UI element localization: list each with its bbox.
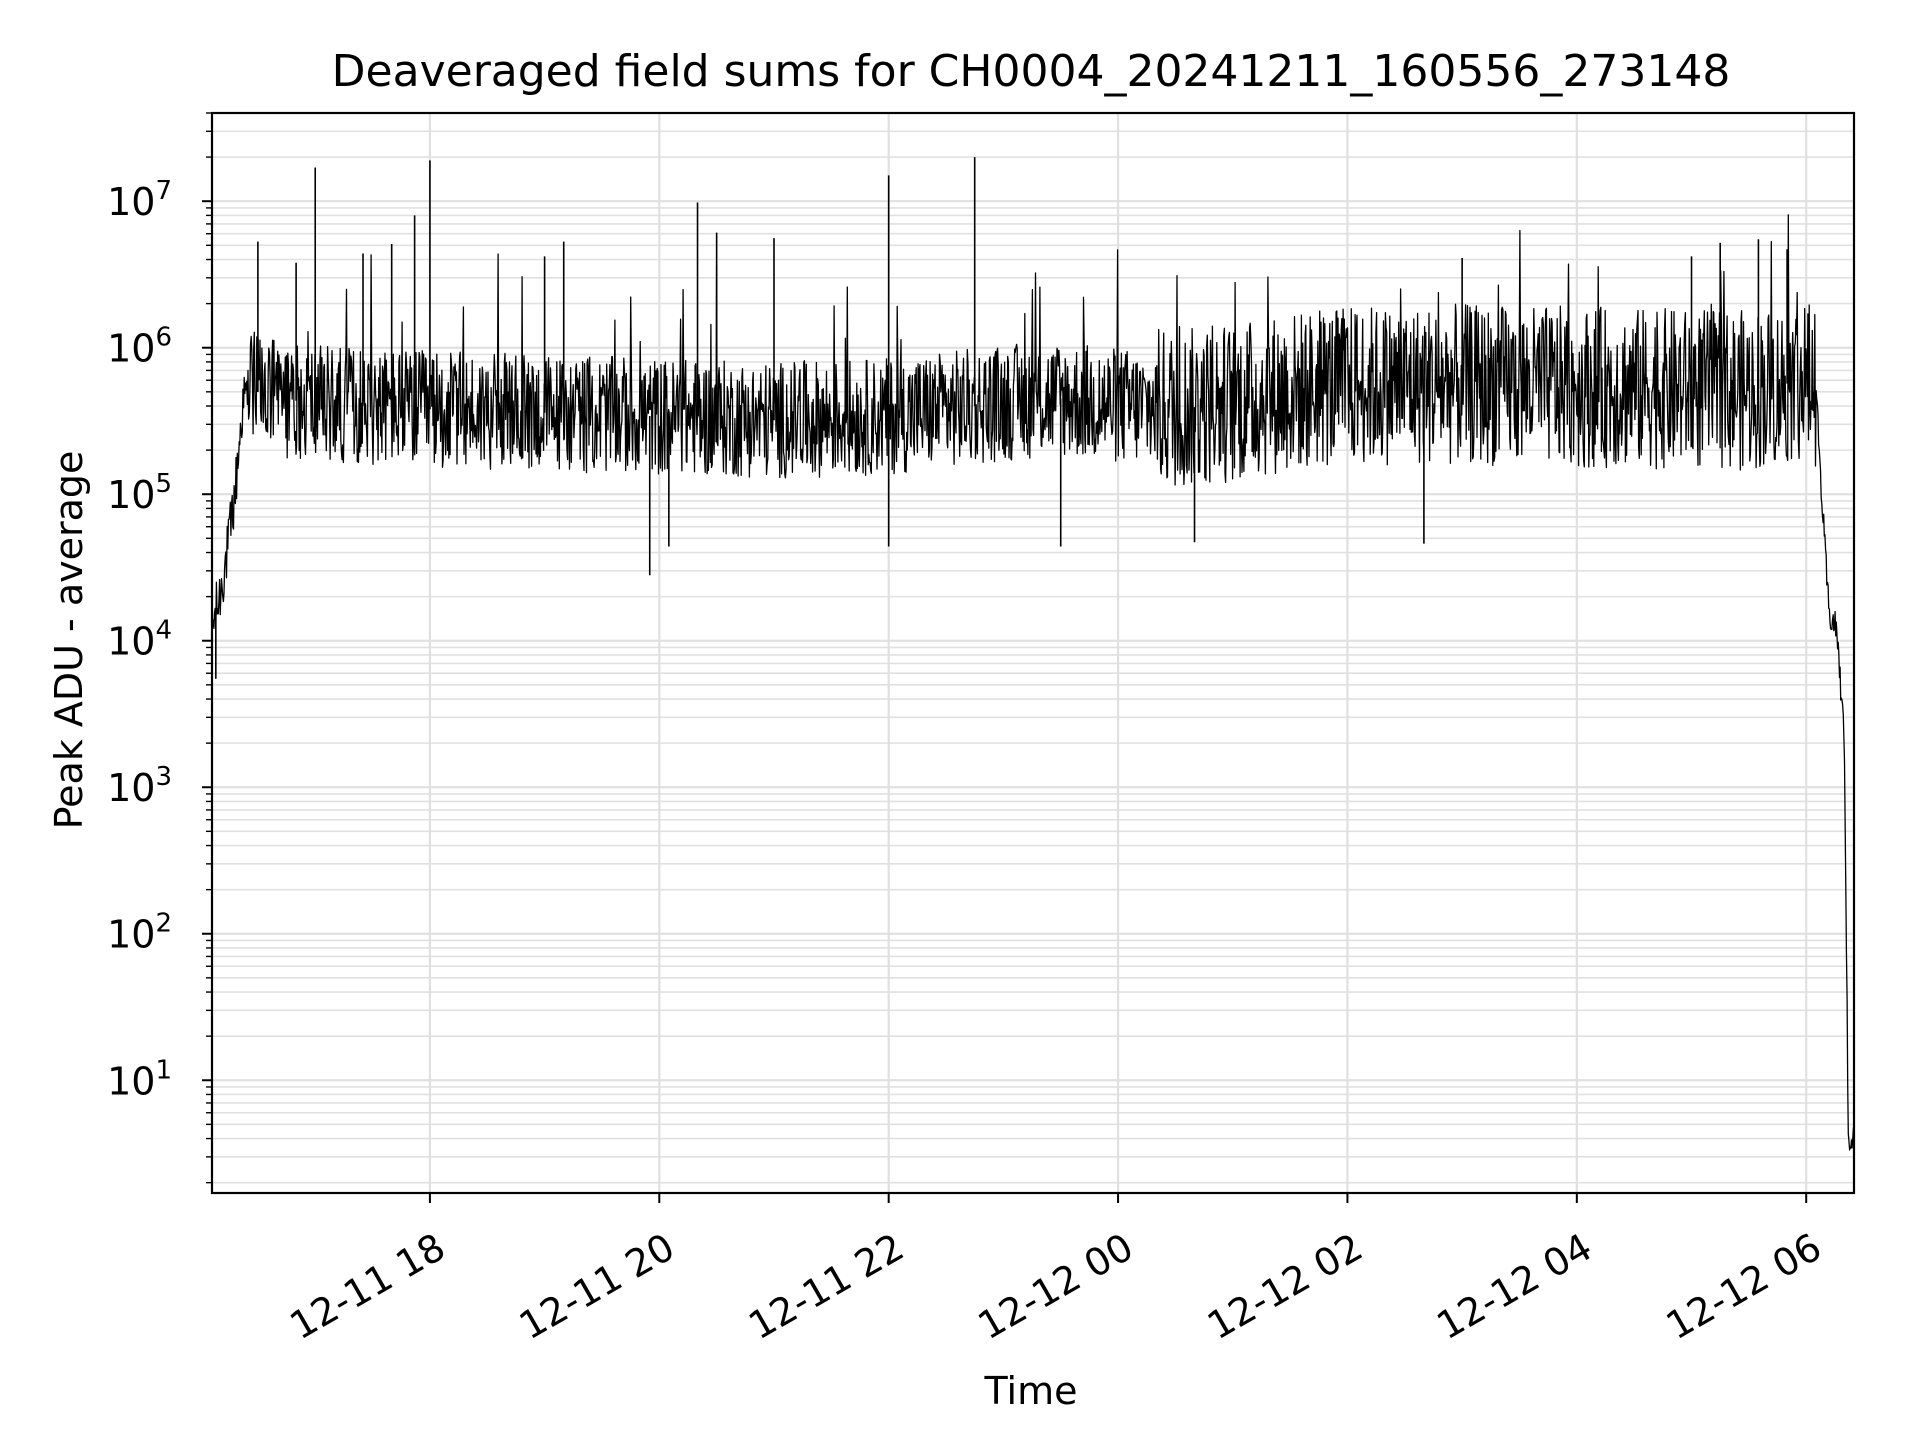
y-tick-exponent: 1	[155, 1055, 172, 1085]
y-tick-exponent: 7	[155, 176, 172, 206]
y-tick-label: 102	[107, 909, 172, 957]
grid	[212, 112, 1854, 1193]
y-tick-exponent: 5	[155, 469, 172, 499]
y-tick-label: 103	[107, 762, 172, 810]
y-tick-label: 105	[107, 469, 172, 517]
series-line	[211, 214, 1855, 1151]
y-tick-base: 10	[107, 913, 155, 957]
plot-frame	[210, 111, 1856, 1195]
y-tick-base: 10	[107, 620, 155, 664]
y-tick-base: 10	[107, 473, 155, 517]
chart-title: Deaveraged field sums for CH0004_2024121…	[332, 46, 1731, 97]
y-tick-label: 104	[107, 616, 172, 664]
y-tick-label: 107	[107, 176, 172, 224]
plot-data	[211, 157, 1855, 1151]
y-tick-exponent: 4	[155, 616, 172, 646]
y-tick-label: 101	[107, 1055, 172, 1103]
y-tick-label: 106	[107, 323, 172, 371]
axes	[210, 111, 1856, 1195]
x-axis-label: Time	[984, 1369, 1078, 1413]
y-tick-exponent: 2	[155, 909, 172, 939]
y-tick-base: 10	[107, 766, 155, 810]
y-tick-base: 10	[107, 180, 155, 224]
y-tick-base: 10	[107, 1059, 155, 1103]
y-tick-exponent: 6	[155, 323, 172, 353]
y-tick-exponent: 3	[155, 762, 172, 792]
y-axis-label: Peak ADU - average	[47, 451, 91, 830]
y-tick-base: 10	[107, 327, 155, 371]
